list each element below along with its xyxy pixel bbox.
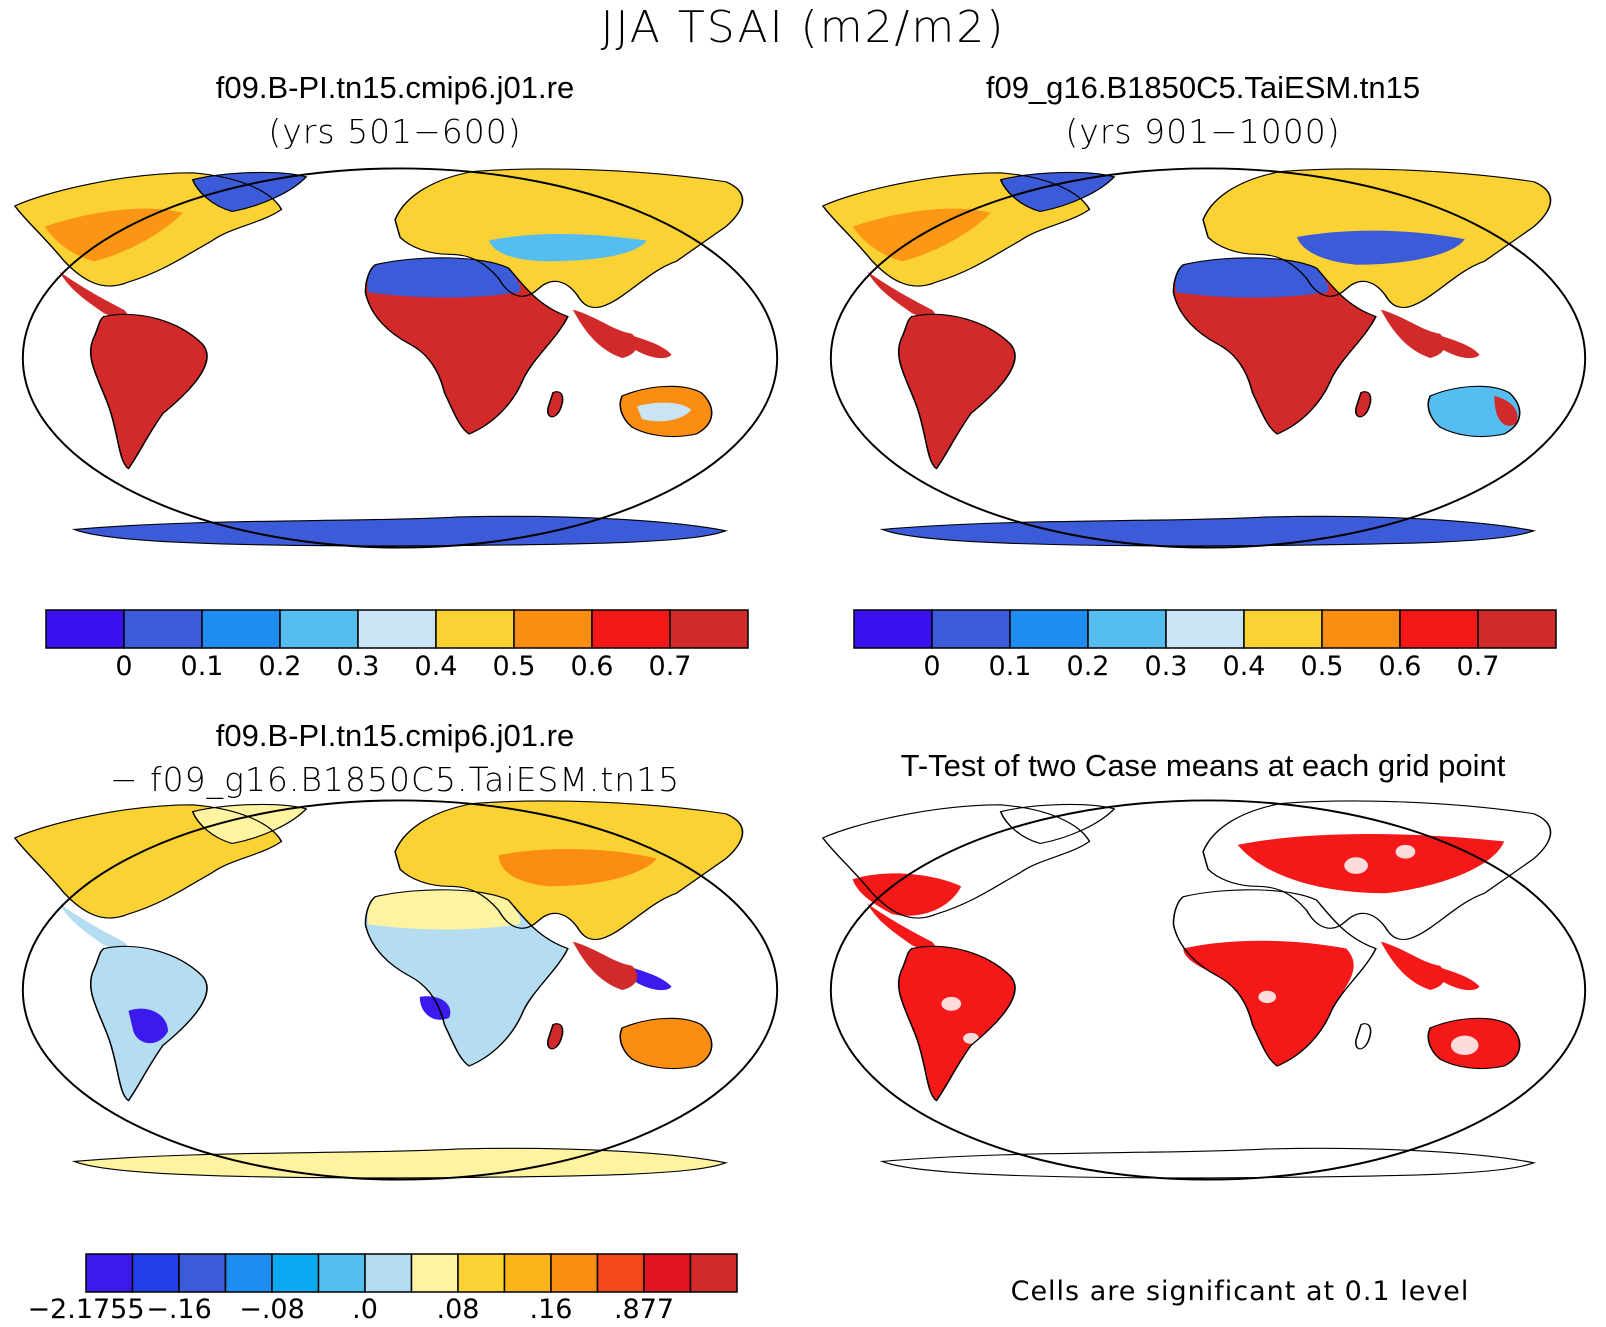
panel-3-title: f09.B-PI.tn15.cmip6.j01.re: [215, 718, 575, 753]
colorbar-swatch: [271, 1253, 320, 1293]
colorbar-swatch: [364, 1253, 413, 1293]
colorbar-swatch: [1399, 609, 1479, 649]
colorbar-tick-label: .0: [352, 1294, 378, 1325]
colorbar-swatch: [550, 1253, 599, 1293]
colorbar-swatch: [85, 1253, 134, 1293]
colorbar-tick-label: −.08: [239, 1294, 305, 1325]
panel-3-subtitle: − f09_g16.B1850C5.TaiESM.tn15: [109, 760, 681, 799]
colorbar-swatch: [853, 609, 933, 649]
colorbar-tick-label: 0.3: [1145, 651, 1188, 682]
colorbar-tick-label: 0.1: [989, 651, 1032, 682]
colorbar-swatch: [1321, 609, 1401, 649]
colorbar-swatch: [410, 1253, 459, 1293]
colorbar-swatch: [224, 1253, 273, 1293]
colorbar-tick-label: 0.7: [649, 651, 692, 682]
colorbar-tick-label: 0: [923, 651, 940, 682]
colorbar-tick-label: −2.1755: [27, 1294, 144, 1325]
colorbar-tick-label: 0.2: [1067, 651, 1110, 682]
colorbar-swatch: [317, 1253, 366, 1293]
colorbar-tick-label: 0.6: [571, 651, 614, 682]
colorbar-tick-label: 0.5: [1301, 651, 1344, 682]
colorbar-tick-label: 0.6: [1379, 651, 1422, 682]
map-panel-3: [14, 799, 779, 1181]
panel-4-title: T-Test of two Case means at each grid po…: [900, 748, 1506, 783]
colorbar-swatch: [643, 1253, 692, 1293]
colorbar-tick-label: 0.1: [181, 651, 224, 682]
panel-1-title: f09.B-PI.tn15.cmip6.j01.re: [215, 70, 575, 105]
colorbar-swatch: [596, 1253, 645, 1293]
colorbar-swatch: [1087, 609, 1167, 649]
colorbar-tick-label: 0.2: [259, 651, 302, 682]
colorbar-swatch: [931, 609, 1011, 649]
colorbar-swatch: [1165, 609, 1245, 649]
colorbar-tick-label: 0.3: [337, 651, 380, 682]
colorbar-swatch: [1009, 609, 1089, 649]
colorbar-swatch: [591, 609, 671, 649]
colorbar-panel-1: 0 0.1 0.2 0.3 0.4 0.5 0.6 0.7: [45, 609, 749, 682]
colorbar-tick-label: −.16: [146, 1294, 212, 1325]
colorbar-tick-label: .08: [437, 1294, 480, 1325]
colorbar-swatch: [45, 609, 125, 649]
colorbar-tick-label: 0.4: [1223, 651, 1266, 682]
colorbar-swatch: [1243, 609, 1323, 649]
colorbar-tick-label: 0.5: [493, 651, 536, 682]
significance-note: Cells are significant at 0.1 level: [1010, 1276, 1470, 1307]
map-panel-2: [822, 167, 1587, 549]
colorbar-swatch: [435, 609, 515, 649]
colorbar-swatch: [513, 609, 593, 649]
colorbar-tick-label: 0.7: [1457, 651, 1500, 682]
colorbar-swatch: [669, 609, 749, 649]
colorbar-swatch: [279, 609, 359, 649]
map-panel-1: [14, 167, 779, 549]
colorbar-tick-label: .16: [530, 1294, 573, 1325]
colorbar-panel-2: 0 0.1 0.2 0.3 0.4 0.5 0.6 0.7: [853, 609, 1557, 682]
colorbar-swatch: [178, 1253, 227, 1293]
colorbar-swatch: [201, 609, 281, 649]
colorbar-swatch: [357, 609, 437, 649]
main-title: JJA TSAI (m2/m2): [600, 2, 1006, 53]
colorbar-swatch: [503, 1253, 552, 1293]
colorbar-swatch: [689, 1253, 738, 1293]
colorbar-swatch: [123, 609, 203, 649]
colorbar-tick-label: 0: [115, 651, 132, 682]
colorbar-panel-3: −2.1755 −.16 −.08 .0 .08 .16 .877: [27, 1253, 738, 1325]
colorbar-swatch: [1477, 609, 1557, 649]
panel-2-subtitle: (yrs 901−1000): [1065, 112, 1341, 151]
colorbar-tick-label: 0.4: [415, 651, 458, 682]
panel-1-subtitle: (yrs 501−600): [268, 112, 522, 151]
colorbar-swatch: [457, 1253, 506, 1293]
panel-2-title: f09_g16.B1850C5.TaiESM.tn15: [985, 70, 1421, 105]
colorbar-tick-label: .877: [614, 1294, 674, 1325]
colorbar-swatch: [131, 1253, 180, 1293]
map-panel-4: [822, 799, 1587, 1181]
